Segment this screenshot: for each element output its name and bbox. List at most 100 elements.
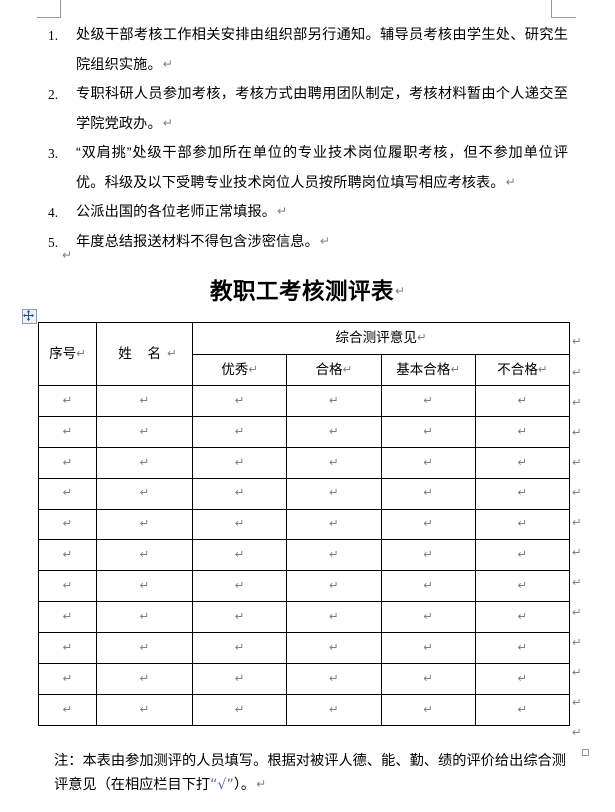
table-cell-excellent[interactable]: ↵ [191, 539, 288, 572]
table-cell-unqualified[interactable]: ↵ [474, 539, 571, 572]
row-end-mark: ↵ [572, 665, 582, 679]
table-cell-qualified[interactable]: ↵ [286, 508, 382, 541]
table-cell-qualified[interactable]: ↵ [286, 446, 382, 479]
table-row[interactable]: ↵ ↵ ↵ ↵ ↵ ↵ [38, 415, 571, 448]
table-cell-seq[interactable]: ↵ [38, 570, 97, 603]
table-cell-qualified[interactable]: ↵ [286, 632, 382, 665]
table-cell-seq[interactable]: ↵ [38, 693, 97, 726]
table-cell-unqualified[interactable]: ↵ [474, 446, 571, 479]
table-cell-seq[interactable]: ↵ [38, 601, 97, 634]
table-cell-name[interactable]: ↵ [96, 693, 193, 726]
table-cell-basically-qualified[interactable]: ↵ [380, 415, 476, 448]
table-footnote: 注：本表由参加测评的人员填写。根据对被评人德、能、勤、绩的评价给出综合测评意见（… [54, 749, 566, 797]
table-row[interactable]: ↵ ↵ ↵ ↵ ↵ ↵ [38, 508, 571, 541]
table-cell-qualified[interactable]: ↵ [286, 539, 382, 572]
table-cell-basically-qualified[interactable]: ↵ [380, 693, 476, 726]
page-title: 教职工考核测评表↵ [0, 280, 615, 304]
table-cell-seq[interactable]: ↵ [38, 632, 97, 665]
table-cell-excellent[interactable]: ↵ [191, 477, 288, 510]
table-cell-seq[interactable]: ↵ [38, 385, 97, 417]
table-cell-excellent[interactable]: ↵ [191, 632, 288, 665]
table-cell-seq[interactable]: ↵ [38, 446, 97, 479]
table-cell-seq[interactable]: ↵ [38, 415, 97, 448]
table-cell-unqualified[interactable]: ↵ [474, 415, 571, 448]
table-header-option-qualified[interactable]: 合格↵ [286, 354, 382, 386]
table-cell-name[interactable]: ↵ [96, 570, 193, 603]
table-header-option-unqualified[interactable]: 不合格↵ [474, 354, 571, 386]
table-header-group-comprehensive[interactable]: 综合测评意见↵ [192, 322, 570, 355]
evaluation-table[interactable]: 序号↵ 姓 名↵ 综合测评意见↵ 优秀↵ 合格↵ 基本合格↵ 不合格↵ ↵ ↵ ↵ ↵… [38, 322, 571, 726]
table-cell-unqualified[interactable]: ↵ [474, 477, 571, 510]
table-cell-basically-qualified[interactable]: ↵ [380, 663, 476, 695]
cell-paragraph-mark: ↵ [234, 670, 245, 685]
table-cell-qualified[interactable]: ↵ [286, 663, 382, 695]
table-header-seq[interactable]: 序号↵ [38, 322, 97, 386]
table-cell-name[interactable]: ↵ [96, 477, 193, 510]
table-cell-basically-qualified[interactable]: ↵ [380, 385, 476, 417]
table-cell-name[interactable]: ↵ [96, 632, 193, 665]
table-cell-excellent[interactable]: ↵ [191, 385, 288, 417]
table-cell-basically-qualified[interactable]: ↵ [380, 601, 476, 634]
table-cell-excellent[interactable]: ↵ [191, 508, 288, 541]
table-cell-qualified[interactable]: ↵ [286, 570, 382, 603]
cell-paragraph-mark: ↵ [342, 361, 353, 376]
table-cell-unqualified[interactable]: ↵ [474, 570, 571, 603]
list-item[interactable]: 1. 处级干部考核工作相关安排由组织部另行通知。辅导员考核由学生处、研究生院组织… [48, 21, 568, 80]
table-cell-unqualified[interactable]: ↵ [474, 385, 571, 417]
table-cell-basically-qualified[interactable]: ↵ [380, 508, 476, 541]
table-cell-name[interactable]: ↵ [96, 415, 193, 448]
table-cell-seq[interactable]: ↵ [38, 539, 97, 572]
table-cell-excellent[interactable]: ↵ [191, 570, 288, 603]
table-cell-basically-qualified[interactable]: ↵ [380, 570, 476, 603]
table-cell-excellent[interactable]: ↵ [191, 446, 288, 479]
table-row[interactable]: ↵ ↵ ↵ ↵ ↵ ↵ [38, 601, 571, 634]
table-row[interactable]: ↵ ↵ ↵ ↵ ↵ ↵ [38, 477, 571, 510]
table-cell-qualified[interactable]: ↵ [286, 477, 382, 510]
table-cell-name[interactable]: ↵ [96, 539, 193, 572]
table-cell-qualified[interactable]: ↵ [286, 385, 382, 417]
table-row[interactable]: ↵ ↵ ↵ ↵ ↵ ↵ [38, 632, 571, 665]
table-cell-qualified[interactable]: ↵ [286, 415, 382, 448]
table-cell-unqualified[interactable]: ↵ [474, 508, 571, 541]
table-cell-unqualified[interactable]: ↵ [474, 693, 571, 726]
table-cell-unqualified[interactable]: ↵ [474, 632, 571, 665]
list-item[interactable]: 3. “双肩挑”处级干部参加所在单位的专业技术岗位履职考核，但不参加单位评优。科… [48, 139, 568, 198]
table-cell-basically-qualified[interactable]: ↵ [380, 477, 476, 510]
cell-paragraph-mark: ↵ [139, 609, 150, 624]
table-cell-seq[interactable]: ↵ [38, 663, 97, 695]
table-cell-seq[interactable]: ↵ [38, 477, 97, 510]
table-cell-excellent[interactable]: ↵ [191, 601, 288, 634]
table-row[interactable]: ↵ ↵ ↵ ↵ ↵ ↵ [38, 446, 571, 479]
table-cell-basically-qualified[interactable]: ↵ [380, 539, 476, 572]
table-header-option-excellent[interactable]: 优秀↵ [191, 354, 288, 386]
table-cell-excellent[interactable]: ↵ [191, 663, 288, 695]
table-move-handle-icon[interactable] [22, 309, 37, 324]
list-item[interactable]: 5. 年度总结报送材料不得包含涉密信息。↵ [48, 228, 568, 258]
table-cell-unqualified[interactable]: ↵ [474, 663, 571, 695]
table-cell-excellent[interactable]: ↵ [191, 415, 288, 448]
table-cell-basically-qualified[interactable]: ↵ [380, 446, 476, 479]
cell-paragraph-mark: ↵ [62, 516, 73, 531]
table-row[interactable]: ↵ ↵ ↵ ↵ ↵ ↵ [38, 663, 571, 695]
table-row[interactable]: ↵ ↵ ↵ ↵ ↵ ↵ [38, 693, 571, 726]
table-cell-name[interactable]: ↵ [96, 601, 193, 634]
table-cell-qualified[interactable]: ↵ [286, 693, 382, 726]
table-row[interactable]: ↵ ↵ ↵ ↵ ↵ ↵ [38, 385, 571, 417]
table-cell-qualified[interactable]: ↵ [286, 601, 382, 634]
list-item[interactable]: 2. 专职科研人员参加考核，考核方式由聘用团队制定，考核材料暂由个人递交至学院党… [48, 80, 568, 139]
table-row[interactable]: ↵ ↵ ↵ ↵ ↵ ↵ [38, 570, 571, 603]
table-cell-name[interactable]: ↵ [96, 508, 193, 541]
table-cell-name[interactable]: ↵ [96, 385, 193, 417]
list-item[interactable]: 4. 公派出国的各位老师正常填报。↵ [48, 198, 568, 228]
table-cell-seq[interactable]: ↵ [38, 508, 97, 541]
table-cell-name[interactable]: ↵ [96, 663, 193, 695]
table-cell-excellent[interactable]: ↵ [191, 693, 288, 726]
table-row[interactable]: ↵ ↵ ↵ ↵ ↵ ↵ [38, 539, 571, 572]
table-cell-name[interactable]: ↵ [96, 446, 193, 479]
table-header-option-basically-qualified[interactable]: 基本合格↵ [380, 354, 476, 386]
cell-paragraph-mark: ↵ [76, 345, 86, 360]
table-cell-basically-qualified[interactable]: ↵ [380, 632, 476, 665]
table-cell-unqualified[interactable]: ↵ [474, 601, 571, 634]
table-header-name[interactable]: 姓 名↵ [96, 322, 193, 386]
cell-paragraph-mark: ↵ [234, 701, 245, 716]
